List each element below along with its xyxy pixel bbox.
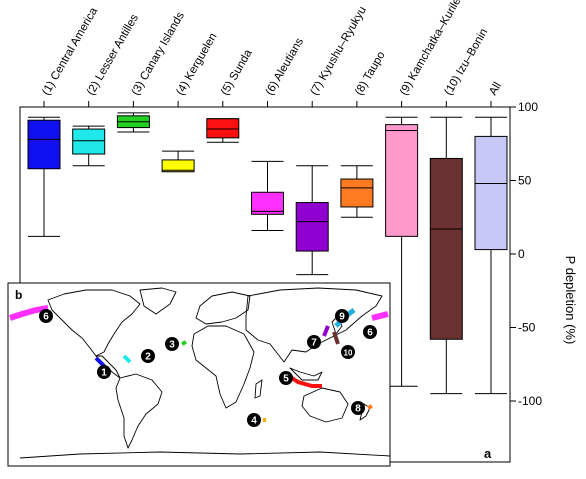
y-axis-label: P depletion (%)	[563, 256, 578, 345]
map-marker: 9	[335, 309, 349, 323]
box-8	[340, 165, 374, 218]
box-iqr	[161, 159, 195, 173]
box-7	[295, 165, 329, 276]
map-marker: 6	[39, 309, 53, 323]
map-marker-dot	[141, 349, 155, 363]
region-1-central-america-arc	[94, 356, 106, 368]
category-label: All	[487, 80, 504, 97]
map-marker: 10	[341, 345, 355, 359]
y-tick-label: 100	[518, 100, 538, 114]
map-marker-number: 9	[339, 312, 345, 323]
land-indonesia	[289, 367, 323, 381]
map-marker-dot	[247, 413, 261, 427]
map-marker-dot	[335, 309, 349, 323]
region-10-izu-bonin-arc	[332, 331, 340, 345]
map-marker: 1	[97, 365, 111, 379]
map-marker-dot	[97, 365, 111, 379]
map-marker-number: 8	[355, 404, 361, 415]
category-label: (4) Kerguelen	[174, 31, 219, 97]
panel-label-a: a	[484, 446, 492, 461]
region-2-lesser-antilles-arc	[122, 354, 132, 364]
box-6	[251, 160, 284, 231]
inset-world-map: b	[7, 282, 391, 467]
map-marker: 5	[279, 371, 293, 385]
y-tick-label: -50	[518, 321, 536, 335]
map-marker-number: 6	[367, 328, 373, 339]
map-marker-number: 7	[311, 338, 317, 349]
y-tick-label: 50	[518, 174, 532, 188]
land-asia	[245, 287, 383, 363]
map-marker-dot	[351, 401, 365, 415]
map-marker-dot	[165, 337, 179, 351]
region-8-taupo-dot	[367, 404, 373, 410]
land-europe	[195, 291, 251, 325]
box-2	[72, 125, 106, 167]
box-iqr	[27, 119, 61, 170]
region-7-kyushu-ryukyu-arc	[322, 325, 330, 337]
y-tick-label: -100	[518, 394, 542, 408]
y-tick-label: 0	[518, 247, 525, 261]
land-north-america	[47, 289, 141, 357]
map-marker-dot	[279, 371, 293, 385]
map-marker-number: 6	[43, 312, 49, 323]
category-label: (8) Taupo	[353, 50, 388, 98]
y-axis: 100 50 0 -50 -100	[510, 100, 542, 408]
map-marker: 3	[165, 337, 179, 351]
land-africa	[191, 325, 255, 409]
land-south-america	[115, 373, 163, 449]
region-6-aleutians-arc-right	[371, 311, 389, 321]
map-marker-dot	[307, 335, 321, 349]
map-marker-number: 4	[251, 416, 257, 427]
map-marker: 6	[363, 325, 377, 339]
inset-frame	[7, 282, 391, 467]
box-3	[116, 112, 150, 133]
box-1	[27, 116, 61, 237]
land-greenland	[139, 287, 177, 315]
box-iqr	[206, 118, 240, 139]
land-australia	[301, 387, 349, 423]
box-iqr	[295, 202, 329, 252]
boxes	[27, 112, 508, 395]
map-marker-number: 2	[145, 352, 151, 363]
land-madagascar	[254, 379, 263, 399]
region-6-aleutians-arc-left	[9, 305, 49, 321]
map-marker-dot	[39, 309, 53, 323]
box-5	[206, 118, 240, 143]
box-iqr	[251, 191, 284, 215]
map-markers: 1 2 3 4 5 6 6 7 8 9 10	[39, 309, 377, 427]
box-11	[474, 116, 508, 395]
box-4	[161, 150, 195, 173]
box-iqr	[340, 178, 374, 208]
map-marker: 4	[247, 413, 261, 427]
map-marker-number: 5	[283, 374, 289, 385]
box-iqr	[385, 124, 419, 237]
box-iqr	[429, 157, 463, 340]
land-antarctica	[19, 451, 391, 459]
box-10	[429, 116, 463, 395]
category-label: (10) Izu–Bonin	[443, 27, 491, 98]
map-marker: 2	[141, 349, 155, 363]
category-label: (5) Sunda	[219, 47, 255, 97]
map-marker: 8	[351, 401, 365, 415]
inset-label-b: b	[15, 288, 22, 302]
map-marker-number: 3	[169, 340, 175, 351]
map-marker-number: 10	[344, 349, 353, 358]
map-marker-dot	[363, 325, 377, 339]
map-coastlines	[19, 287, 391, 459]
box-iqr	[72, 128, 106, 155]
box-iqr	[474, 135, 508, 251]
map-marker: 7	[307, 335, 321, 349]
category-label: (6) Aleutians	[264, 36, 306, 98]
region-3-canary-islands-dot	[181, 340, 187, 346]
map-marker-number: 1	[101, 368, 107, 379]
map-marker-dot	[341, 345, 355, 359]
box-9	[385, 116, 419, 387]
category-labels: (1) Central America(2) Lesser Antilles(3…	[40, 0, 504, 107]
